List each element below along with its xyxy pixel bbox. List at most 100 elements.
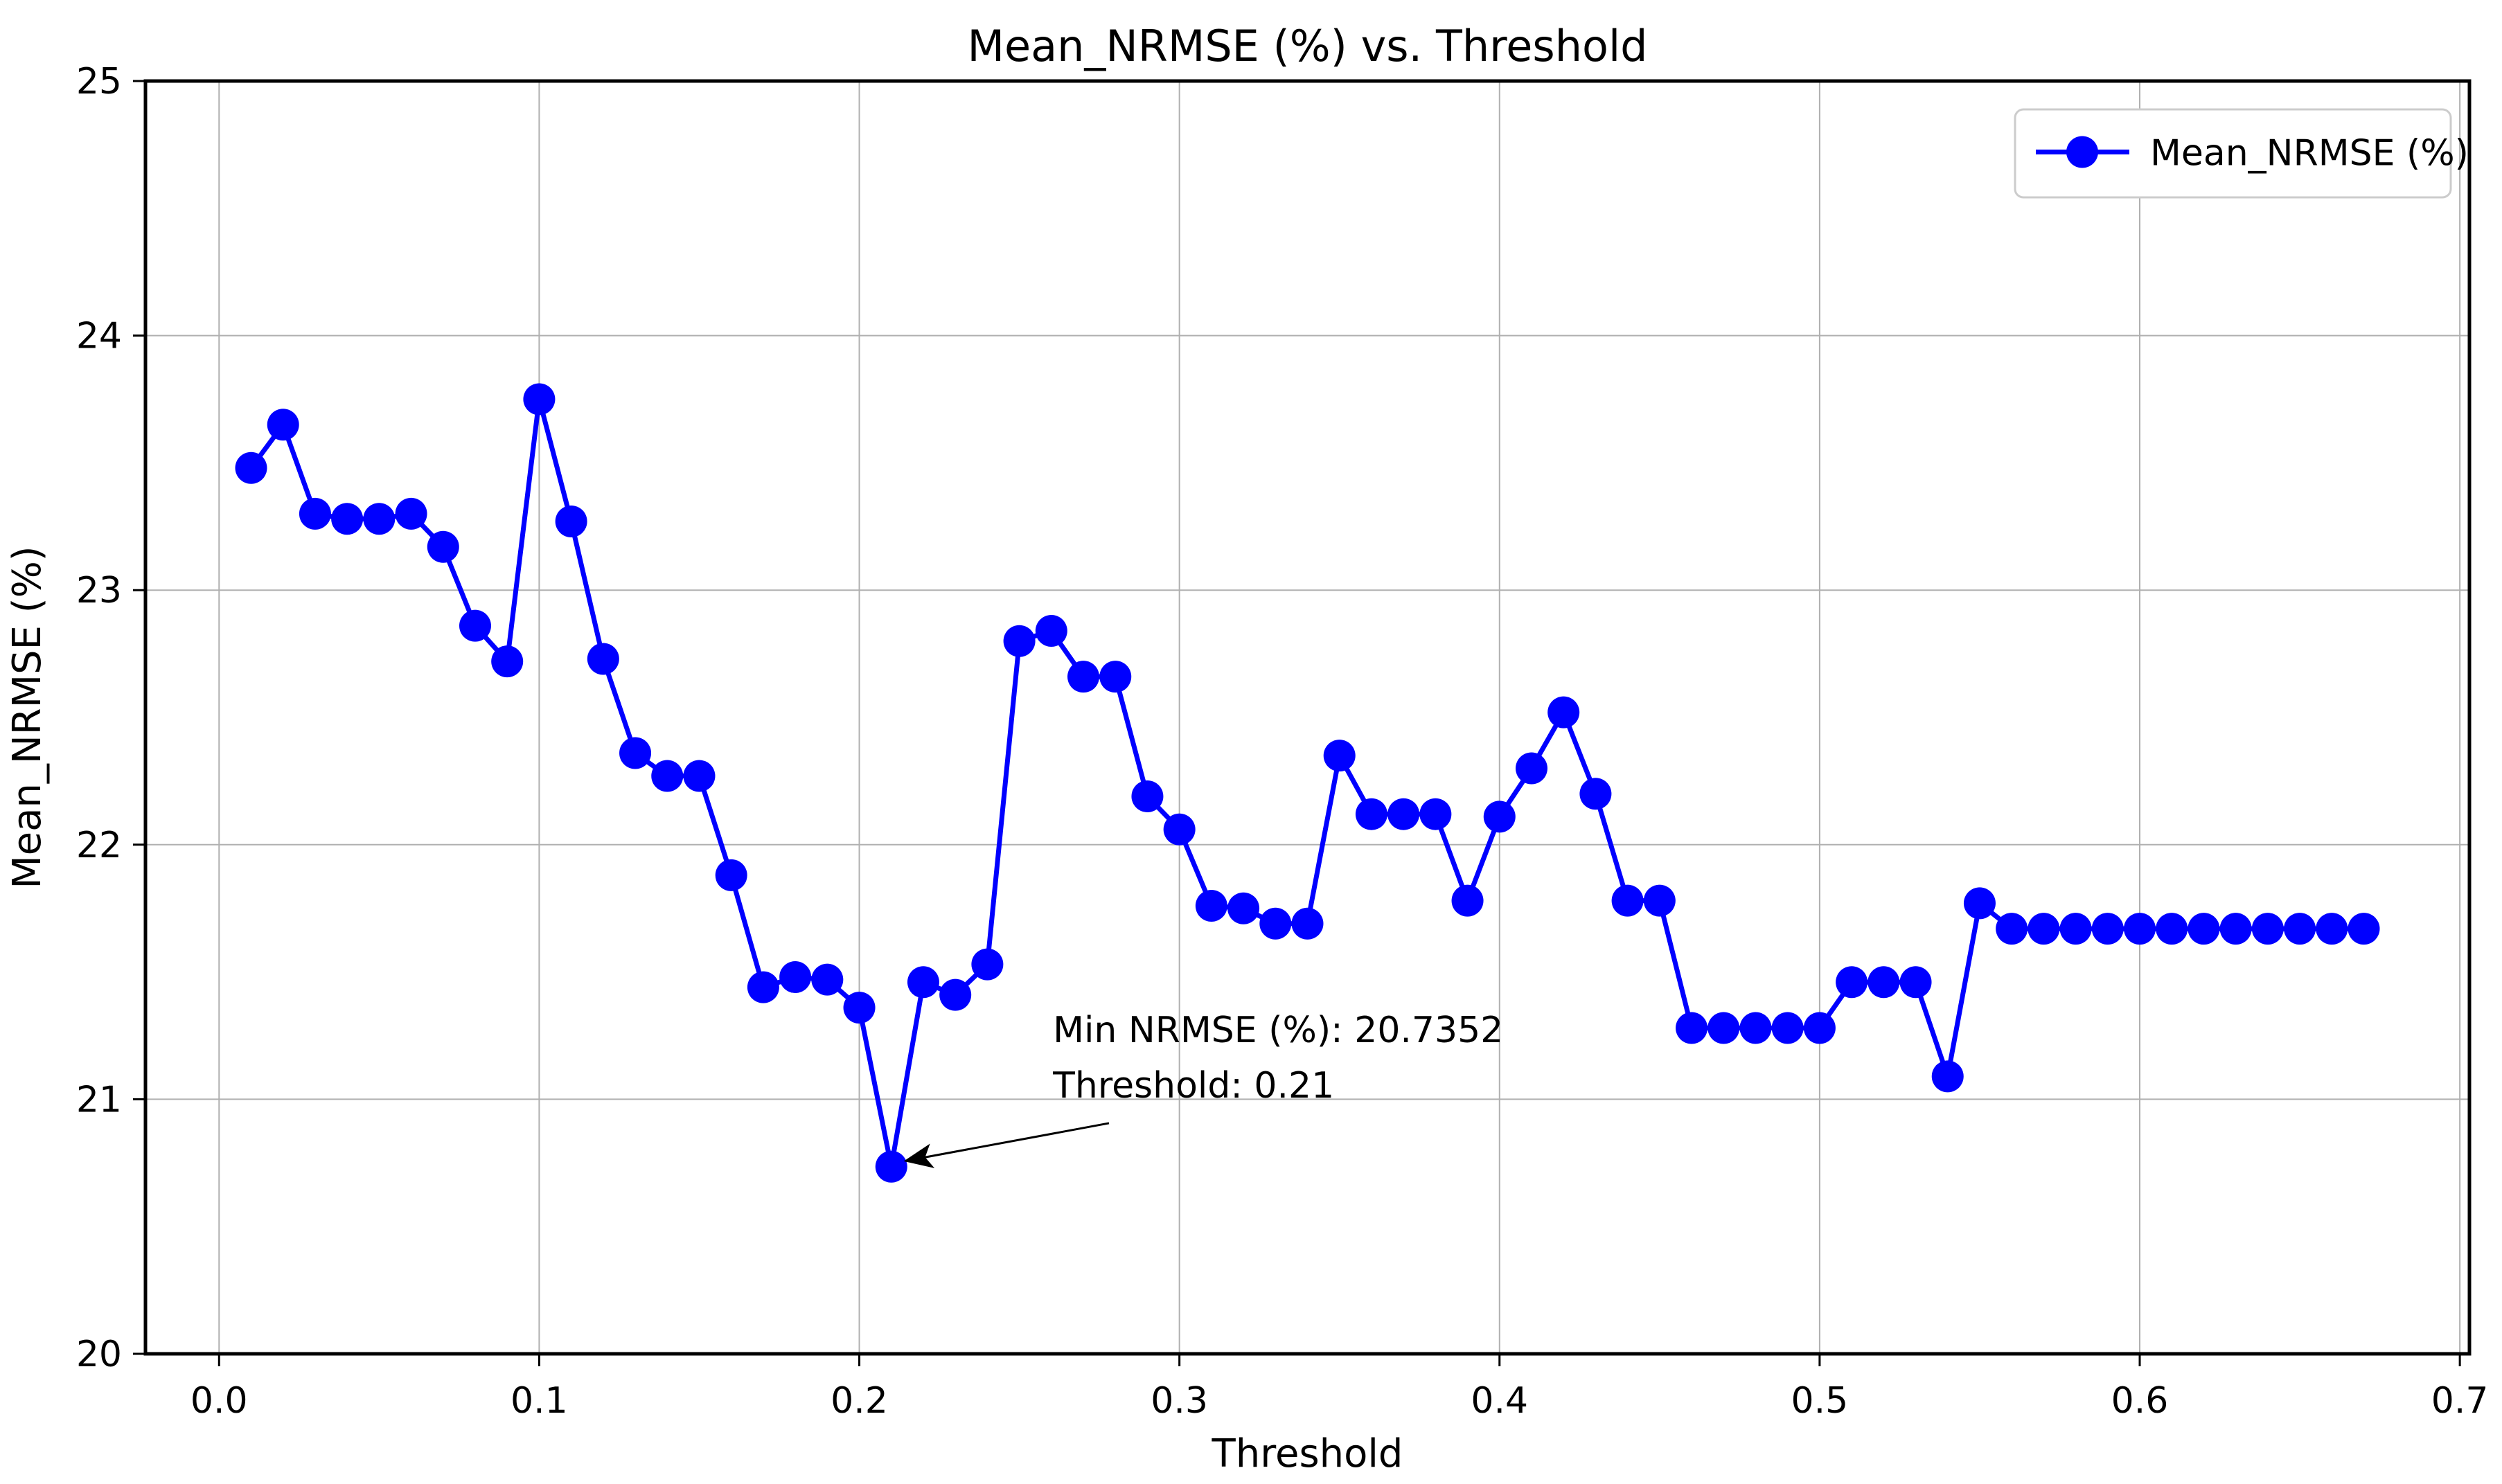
data-point-marker [1259, 907, 1292, 940]
data-point-marker [939, 978, 972, 1011]
data-point-marker [491, 645, 524, 678]
data-point-marker [1387, 798, 1420, 830]
plot-border [143, 79, 2472, 1356]
data-point-marker [1131, 780, 1164, 812]
data-point-marker [2316, 913, 2348, 945]
data-point-marker [779, 960, 812, 993]
data-point-marker [1003, 625, 1036, 657]
y-tick-label: 21 [76, 1079, 122, 1120]
legend-box [2014, 108, 2452, 199]
data-point-marker [2091, 913, 2124, 945]
data-point-marker [395, 497, 427, 530]
data-point-marker [1739, 1012, 1772, 1044]
y-tick-label: 25 [76, 61, 122, 102]
x-tick-label: 0.2 [831, 1380, 888, 1422]
x-tick-label: 0.5 [1791, 1380, 1849, 1422]
data-point-marker [1323, 740, 1356, 772]
x-tick-label: 0.7 [2431, 1380, 2489, 1422]
annotation-line2: Threshold: 0.21 [1052, 1065, 1334, 1107]
gridlines [145, 80, 2469, 1355]
data-point-marker [651, 760, 684, 792]
data-point-marker [1579, 778, 1612, 810]
y-tick-label: 24 [76, 316, 122, 357]
x-tick-label: 0.3 [1151, 1380, 1208, 1422]
data-point-marker [1643, 884, 1676, 917]
chart-title: Mean_NRMSE (%) vs. Threshold [967, 21, 1647, 71]
data-point-marker [1451, 884, 1484, 917]
data-point-marker [1035, 615, 1067, 647]
data-point-marker [1515, 752, 1547, 785]
data-series-line [235, 383, 2380, 1183]
data-point-marker [715, 859, 747, 891]
legend-sample-marker [2066, 136, 2098, 168]
data-point-marker [971, 948, 1004, 981]
x-tick-label: 0.6 [2111, 1380, 2169, 1422]
data-point-marker [875, 1150, 907, 1183]
data-point-marker [235, 452, 267, 484]
x-tick-label: 0.0 [190, 1380, 248, 1422]
data-point-marker [1867, 966, 1900, 999]
data-point-marker [1931, 1060, 1964, 1093]
axes-spines [143, 79, 2472, 1356]
data-point-marker [1419, 798, 1452, 830]
data-point-marker [1963, 887, 1996, 920]
annotation-arrow [903, 1122, 1110, 1168]
data-point-marker [1771, 1012, 1804, 1044]
x-axis-label: Threshold [1212, 1431, 1403, 1476]
data-point-marker [1483, 801, 1516, 833]
data-point-marker [1611, 884, 1644, 917]
data-point-marker [747, 971, 779, 1003]
min-point-annotation: Min NRMSE (%): 20.7352 Threshold: 0.21 [903, 1010, 1503, 1168]
data-point-marker [843, 992, 876, 1024]
y-axis-label: Mean_NRMSE (%) [5, 546, 50, 888]
axis-text: 0.0 0.1 0.2 0.3 0.4 0.5 0.6 0.7 20 21 22 23 24 25 Mean… [5, 21, 2488, 1476]
data-point-marker [811, 963, 844, 996]
data-point-marker [2188, 913, 2220, 945]
data-point-marker [1227, 892, 1260, 924]
data-point-marker [1067, 661, 1100, 693]
data-point-marker [299, 497, 331, 530]
data-point-marker [2251, 913, 2284, 945]
data-point-marker [1899, 966, 1932, 999]
data-point-marker [2348, 913, 2380, 945]
legend: Mean_NRMSE (%) [2014, 108, 2469, 199]
data-point-marker [1547, 696, 1580, 728]
y-tick-label: 22 [76, 825, 122, 866]
data-point-marker [1291, 907, 1324, 940]
data-point-marker [683, 760, 716, 792]
data-point-marker [2124, 913, 2156, 945]
data-point-marker [1099, 661, 1132, 693]
data-point-marker [1707, 1012, 1740, 1044]
data-point-marker [555, 505, 587, 537]
data-point-marker [1195, 890, 1227, 922]
data-point-marker [363, 503, 396, 535]
data-point-marker [267, 409, 299, 441]
data-point-marker [1803, 1012, 1836, 1044]
data-point-marker [619, 737, 652, 769]
x-tick-label: 0.4 [1471, 1380, 1528, 1422]
data-point-marker [1836, 966, 1868, 999]
data-point-marker [1163, 813, 1196, 846]
data-point-marker [907, 966, 939, 999]
data-point-marker [427, 530, 459, 563]
data-point-marker [1355, 798, 1387, 830]
y-tick-label: 23 [76, 570, 122, 611]
data-point-marker [587, 643, 619, 675]
axis-ticks [133, 80, 2461, 1366]
data-point-marker [1676, 1012, 1708, 1044]
data-point-marker [523, 383, 556, 415]
data-point-marker [2284, 913, 2316, 945]
data-point-marker [2059, 913, 2092, 945]
legend-label: Mean_NRMSE (%) [2150, 133, 2469, 175]
annotation-line1: Min NRMSE (%): 20.7352 [1053, 1010, 1503, 1051]
data-point-marker [459, 609, 491, 642]
y-tick-label: 20 [76, 1334, 122, 1375]
data-point-marker [2028, 913, 2060, 945]
x-tick-label: 0.1 [511, 1380, 568, 1422]
data-point-marker [1996, 913, 2028, 945]
data-point-marker [331, 503, 364, 535]
data-point-marker [2219, 913, 2252, 945]
data-point-marker [2156, 913, 2188, 945]
